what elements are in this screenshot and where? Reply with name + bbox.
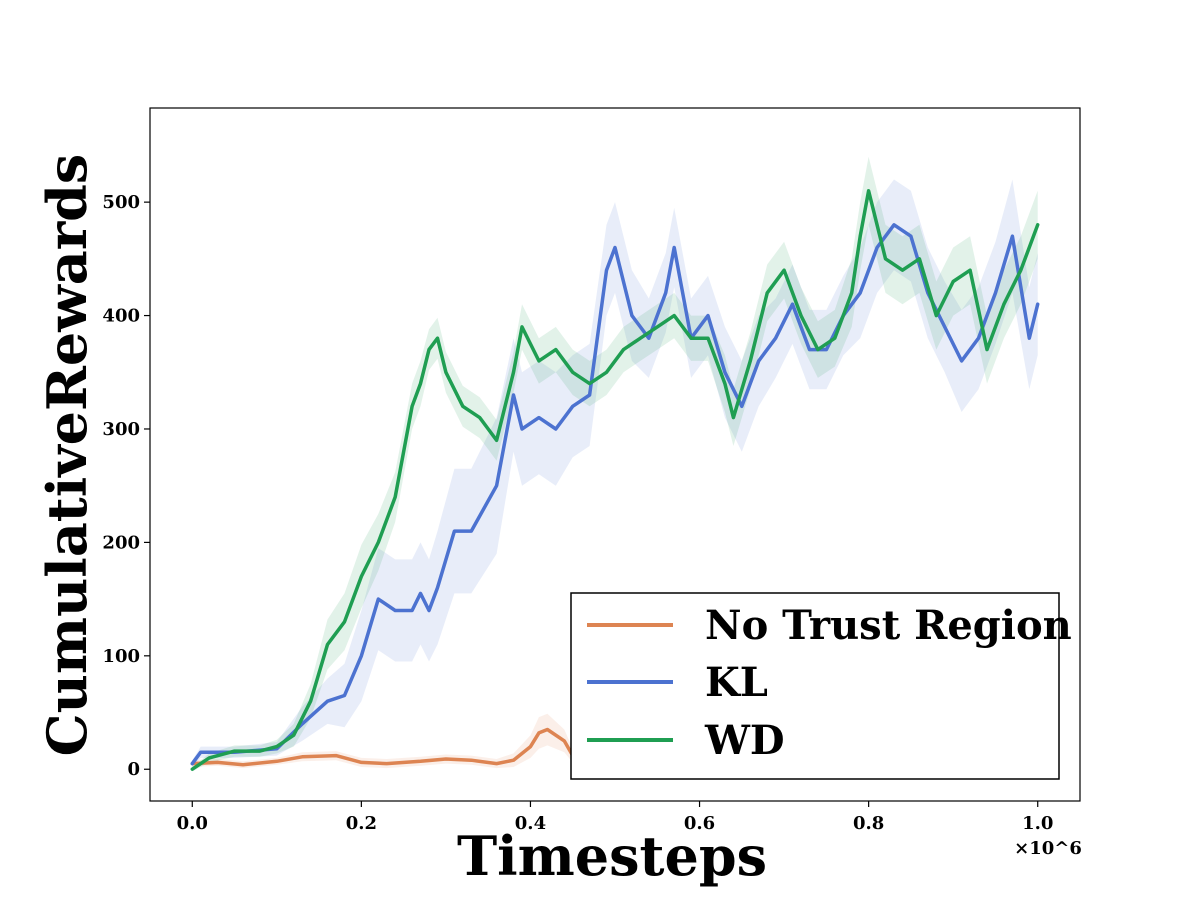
y-tick-label: 100 [102,646,140,667]
legend-label-kl: KL [705,659,768,706]
legend-label-no-trust-region: No Trust Region [705,602,1072,649]
y-tick-label: 200 [102,532,140,553]
x-tick-label: 1.0 [1022,813,1053,834]
band-kl [192,179,1038,767]
x-tick-label: 0.4 [515,813,546,834]
y-tick-label: 400 [102,306,140,327]
x-tick-label: 0.6 [684,813,715,834]
x-axis-multiplier: ×10^6 [1014,838,1082,859]
x-tick-label: 0.0 [177,813,208,834]
x-axis-title: Timesteps [457,824,767,888]
y-tick-label: 500 [102,192,140,213]
y-tick-label: 0 [127,759,140,780]
legend: No Trust Region KL WD [570,592,1072,780]
plot-frame [149,107,1081,802]
legend-label-wd: WD [704,717,785,764]
y-axis-title: CumulativeRewards [35,154,99,757]
x-tick-label: 0.2 [346,813,377,834]
series-lines [190,189,1040,771]
y-tick-label: 300 [102,419,140,440]
series-line-no-trust-region [190,727,575,767]
series-line-wd [190,189,1040,771]
series-line-kl [190,223,1040,766]
x-axis: 0.0 0.2 0.4 0.6 0.8 1.0 [177,801,1053,834]
x-tick-label: 0.8 [853,813,884,834]
y-axis: 0 100 200 300 400 500 [102,192,150,780]
